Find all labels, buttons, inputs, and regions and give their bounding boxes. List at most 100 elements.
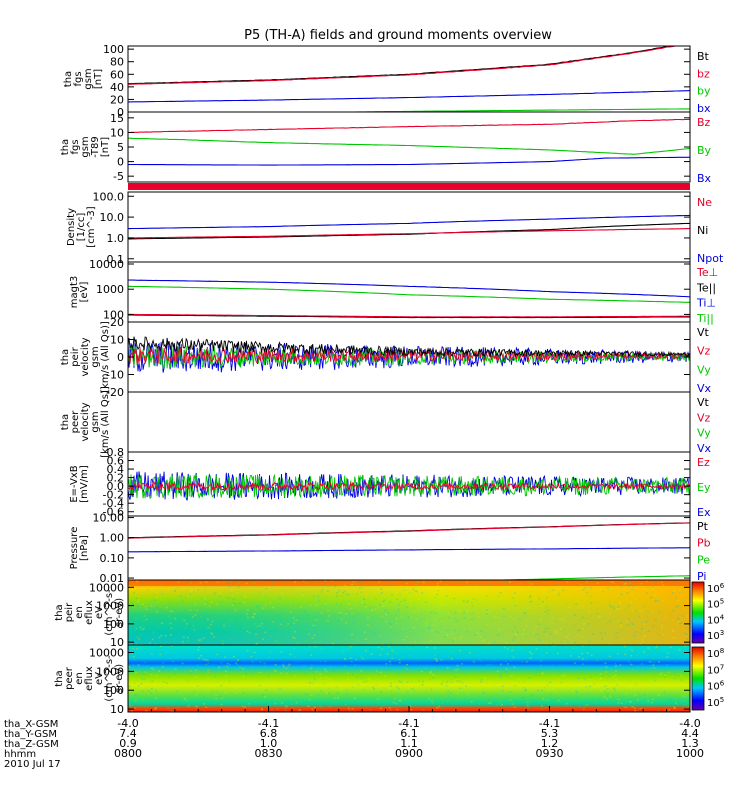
spectrogram-speck: [573, 641, 576, 644]
spectrogram-speck: [222, 643, 224, 645]
spectrogram-speck: [408, 600, 411, 602]
spectrogram-speck: [292, 706, 295, 709]
spectrogram-speck: [568, 606, 571, 608]
spectrogram-speck: [576, 691, 579, 694]
spectrogram-speck: [430, 629, 433, 631]
spectrogram-speck: [416, 609, 419, 612]
spectrogram-speck: [605, 622, 608, 624]
y-tick-label: 10: [110, 636, 124, 649]
spectrogram-speck: [436, 585, 439, 587]
spectrogram-speck: [394, 669, 397, 671]
spectrogram-speck: [393, 706, 396, 708]
spectrogram-speck: [640, 663, 643, 665]
spectrogram-speck: [359, 656, 362, 658]
spectrogram-speck: [308, 622, 311, 625]
spectrogram-speck: [588, 640, 591, 643]
spectrogram-speck: [517, 678, 520, 680]
spectrogram-speck: [633, 635, 636, 637]
spectrogram-speck: [425, 621, 428, 624]
spectrogram-speck: [144, 648, 147, 651]
spectrogram-speck: [466, 581, 469, 583]
spectrogram-speck: [409, 604, 412, 606]
spectrogram-speck: [173, 710, 176, 712]
spectrogram-speck: [483, 646, 486, 649]
spectrogram-speck: [510, 659, 513, 662]
series-bz-line: [128, 46, 678, 85]
spectrogram-speck: [458, 609, 461, 612]
spectrogram-speck: [405, 606, 408, 608]
spectrogram-speck: [663, 676, 666, 678]
colorbar-tick-label: 103: [707, 629, 724, 642]
spectrogram-speck: [474, 584, 477, 586]
spectrogram-speck: [156, 607, 159, 609]
spectrogram-speck: [393, 623, 396, 625]
spectrogram-speck: [385, 613, 388, 616]
spectrogram-speck: [615, 636, 618, 639]
legend-entry: Bx: [697, 172, 712, 185]
spectrogram-speck: [645, 592, 648, 594]
spectrogram-speck: [356, 676, 359, 679]
spectrogram-speck: [143, 615, 146, 617]
spectrogram-speck: [151, 680, 154, 682]
spectrogram-speck: [627, 618, 630, 621]
spectrogram-speck: [675, 702, 677, 704]
spectrogram-speck: [634, 631, 637, 633]
spectrogram-speck: [677, 605, 680, 607]
spectrogram-speck: [513, 706, 516, 708]
spectrogram-speck: [441, 691, 444, 694]
spectrogram-speck: [540, 705, 543, 707]
spectrogram-speck: [483, 692, 486, 694]
spectrogram-speck: [627, 624, 630, 626]
spectrogram-speck: [395, 618, 398, 620]
spectrogram-speck: [641, 621, 644, 624]
spectrogram-speck: [642, 643, 645, 645]
spectrogram-speck: [133, 629, 136, 632]
legend-entry: Vt: [697, 396, 710, 409]
spectrogram-speck: [593, 683, 596, 685]
spectrogram-speck: [329, 666, 332, 668]
spectrogram-speck: [203, 597, 206, 600]
spectrogram-speck: [242, 642, 245, 644]
spectrogram-speck: [212, 703, 215, 705]
spectrogram-speck: [140, 683, 143, 685]
spectrogram-speck: [659, 634, 662, 636]
spectrogram-speck: [627, 659, 630, 661]
spectrogram-speck: [129, 690, 132, 693]
spectrogram-speck: [568, 633, 570, 636]
spectrogram-speck: [429, 678, 431, 680]
spectrogram-speck: [516, 631, 519, 634]
spectrogram-speck: [288, 683, 291, 686]
spectrogram-speck: [430, 611, 433, 614]
spectrogram-speck: [442, 646, 445, 648]
spectrogram-speck: [168, 676, 171, 678]
spectrogram-speck: [560, 641, 563, 643]
spectrogram-speck: [535, 687, 538, 689]
spectrogram-speck: [231, 604, 234, 606]
spectrogram-speck: [326, 620, 329, 622]
spectrogram-speck: [136, 605, 139, 607]
spectrogram-speck: [134, 707, 136, 709]
legend-entry: By: [697, 144, 712, 157]
spectrogram-speck: [677, 617, 680, 620]
spectrogram-speck: [289, 653, 292, 656]
spectrogram-speck: [339, 614, 342, 616]
spectrogram-speck: [314, 616, 317, 618]
spectrogram-speck: [156, 684, 159, 686]
spectrogram-speck: [350, 661, 353, 663]
spectrogram-speck: [378, 698, 381, 701]
spectrogram-speck: [224, 670, 227, 673]
y-axis-label: tha: [60, 349, 71, 365]
spectrogram-speck: [535, 671, 538, 673]
spectrogram-speck: [144, 683, 147, 686]
spectrogram-speck: [680, 654, 683, 656]
spectrogram-speck: [314, 640, 317, 643]
spectrogram-speck: [387, 622, 390, 624]
series-Vt-line: [128, 336, 690, 358]
spectrogram-speck: [290, 588, 293, 590]
spectrogram-speck: [313, 595, 316, 598]
spectrogram-speck: [246, 650, 249, 652]
spectrogram-speck: [128, 584, 131, 587]
spectrogram-speck: [562, 589, 565, 592]
spectrogram-speck: [428, 698, 430, 700]
spectrogram-speck: [175, 690, 178, 692]
